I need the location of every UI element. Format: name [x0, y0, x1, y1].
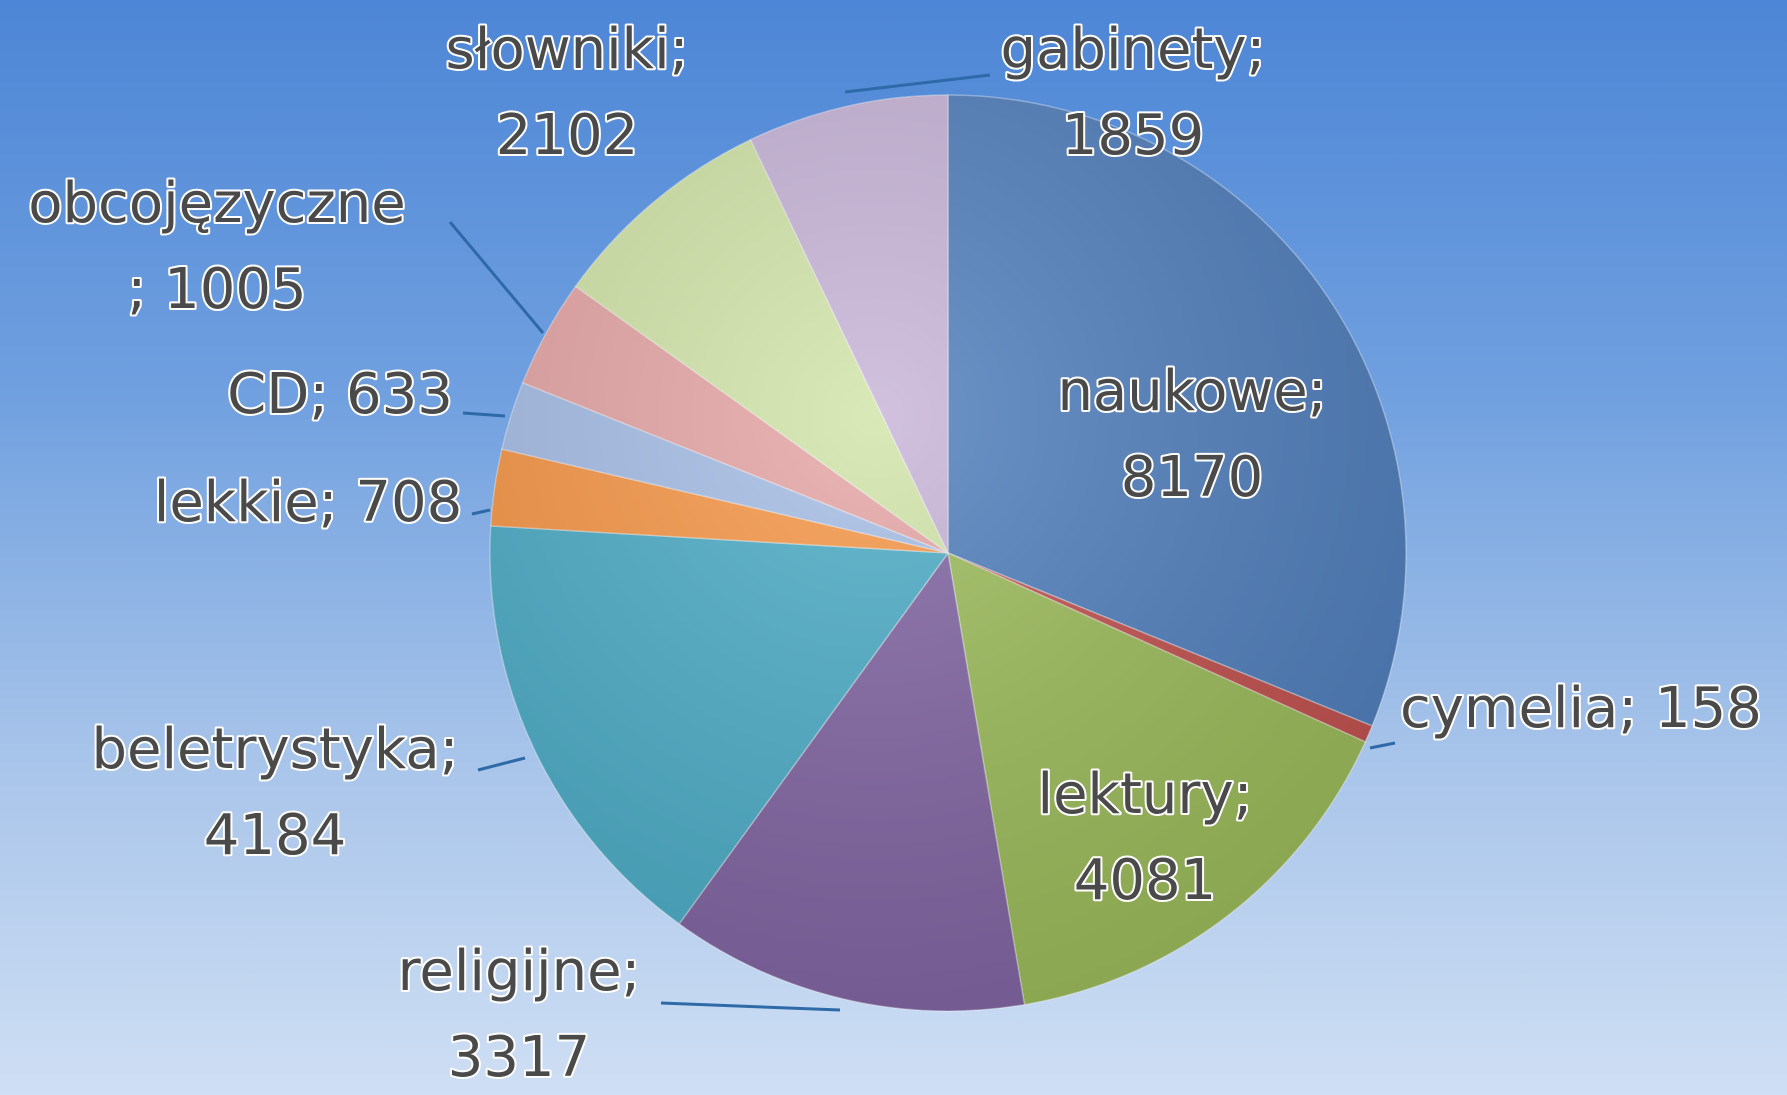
data-label-line: słowniki;	[445, 17, 688, 82]
data-label-cd: CD; 633	[227, 362, 453, 427]
data-label-line: 4184	[204, 803, 347, 868]
leader-line-obcojęzyczne	[448, 221, 545, 334]
data-label-line: 3317	[448, 1025, 591, 1090]
data-label-line: 4081	[1074, 848, 1217, 913]
data-label-line: 1859	[1062, 103, 1205, 168]
data-label-line: naukowe;	[1057, 359, 1326, 424]
data-label-line: beletrystyka;	[91, 717, 458, 782]
leader-line-cymelia	[1369, 741, 1396, 750]
data-label-line: 8170	[1121, 445, 1264, 510]
data-label-line: lekkie; 708	[154, 470, 462, 535]
data-label-line: religijne;	[398, 939, 641, 1004]
data-label-lektury: lektury; 4081	[1038, 762, 1253, 913]
leader-line-lekkie	[471, 508, 491, 516]
data-label-line: gabinety;	[1001, 17, 1266, 82]
data-label-line: cymelia; 158	[1400, 676, 1762, 741]
data-label-słowniki: słowniki; 2102	[445, 17, 688, 168]
leader-line-beletrystyka	[477, 756, 526, 772]
labels-layer: naukowe; 8170 cymelia; 158 lektury; 4081 reli…	[26, 15, 1764, 1092]
data-label-line: obcojęzyczne	[28, 171, 406, 236]
leader-line-cd	[462, 411, 506, 418]
data-label-line: CD; 633	[227, 362, 453, 427]
slices-layer	[489, 94, 1407, 1012]
data-label-cymelia: cymelia; 158	[1400, 676, 1762, 741]
data-label-gabinety: gabinety; 1859	[1001, 17, 1266, 168]
leader-line-gabinety	[844, 73, 991, 94]
leader-lines	[448, 73, 1396, 1012]
data-label-lekkie: lekkie; 708	[154, 470, 462, 535]
data-label-line: lektury;	[1038, 762, 1253, 827]
data-label-naukowe: naukowe; 8170	[1057, 359, 1326, 510]
data-label-line: 2102	[496, 103, 639, 168]
leader-line-religijne	[660, 1001, 841, 1012]
data-label-religijne: religijne; 3317	[398, 939, 641, 1090]
data-label-line: ; 1005	[127, 257, 306, 322]
data-label-beletrystyka: beletrystyka; 4184	[91, 717, 458, 868]
data-label-obcojęzyczne: obcojęzyczne ; 1005	[28, 171, 406, 322]
